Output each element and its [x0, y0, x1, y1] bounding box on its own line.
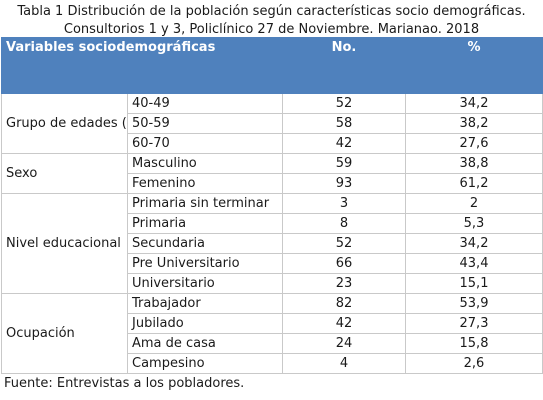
table-row: Jubilado 42 27,3 [2, 313, 543, 334]
number-cell: 42 [282, 313, 406, 334]
percent-cell: 34,2 [405, 93, 543, 114]
number-cell: 82 [282, 293, 406, 314]
percent-cell: 61,2 [405, 173, 543, 194]
number-cell: 24 [282, 333, 406, 354]
table-header-row: Variables sociodemográficas No. % [1, 37, 543, 94]
table-row: Ocupación Trabajador 82 53,9 [1, 293, 543, 374]
demographics-table: Variables sociodemográficas No. % Grupo … [1, 37, 543, 374]
category-cell: Femenino [127, 173, 283, 194]
number-cell: 23 [282, 273, 406, 294]
category-cell: Campesino [127, 353, 283, 374]
group-label: Ocupación [1, 293, 128, 374]
table-row: Ama de casa 24 15,8 [2, 333, 543, 354]
category-cell: Primaria sin terminar [127, 193, 283, 214]
header-variables: Variables sociodemográficas [1, 37, 283, 94]
table-caption: Tabla 1 Distribución de la población seg… [0, 0, 543, 37]
number-cell: 66 [282, 253, 406, 274]
percent-cell: 43,4 [405, 253, 543, 274]
percent-cell: 53,9 [405, 293, 543, 314]
group-label: Sexo [1, 153, 128, 194]
category-cell: Jubilado [127, 313, 283, 334]
number-cell: 58 [282, 113, 406, 134]
number-cell: 4 [282, 353, 406, 374]
percent-cell: 27,3 [405, 313, 543, 334]
percent-cell: 38,2 [405, 113, 543, 134]
header-percent: % [405, 37, 543, 94]
caption-line-1: Tabla 1 Distribución de la población seg… [17, 4, 526, 19]
category-cell: Secundaria [127, 233, 283, 254]
group-label: Grupo de edades (años) [1, 93, 128, 154]
number-cell: 52 [282, 93, 406, 114]
category-cell: Masculino [127, 153, 283, 174]
caption-line-2: Consultorios 1 y 3, Policlínico 27 de No… [63, 22, 480, 37]
category-cell: Ama de casa [127, 333, 283, 354]
percent-cell: 15,1 [405, 273, 543, 294]
category-cell: 60-70 [127, 133, 283, 154]
category-cell: Trabajador [127, 293, 283, 314]
number-cell: 59 [282, 153, 406, 174]
group-label: Nivel educacional [1, 193, 128, 294]
category-cell: 50-59 [127, 113, 283, 134]
percent-cell: 5,3 [405, 213, 543, 234]
header-number: No. [282, 37, 406, 94]
percent-cell: 34,2 [405, 233, 543, 254]
category-cell: Primaria [127, 213, 283, 234]
category-cell: Pre Universitario [127, 253, 283, 274]
percent-cell: 38,8 [405, 153, 543, 174]
table-row: Primaria 8 5,3 [2, 213, 543, 234]
table-row: Pre Universitario 66 43,4 [2, 253, 543, 274]
number-cell: 3 [282, 193, 406, 214]
table-row: Nivel educacional Primaria sin terminar 3 2 [1, 193, 543, 294]
category-cell: Universitario [127, 273, 283, 294]
percent-cell: 2,6 [405, 353, 543, 374]
percent-cell: 15,8 [405, 333, 543, 354]
table-source-note: Fuente: Entrevistas a los pobladores. [4, 376, 245, 391]
category-cell: 40-49 [127, 93, 283, 114]
table-row: 60-70 42 27,6 [2, 133, 543, 154]
table-row: Sexo Masculino 59 38,8 [1, 153, 543, 194]
number-cell: 8 [282, 213, 406, 234]
percent-cell: 27,6 [405, 133, 543, 154]
table-row: Campesino 4 2,6 [2, 353, 543, 374]
number-cell: 42 [282, 133, 406, 154]
table-body: Grupo de edades (años)40-495234,250-5958… [1, 93, 543, 374]
number-cell: 52 [282, 233, 406, 254]
number-cell: 93 [282, 173, 406, 194]
percent-cell: 2 [405, 193, 543, 214]
